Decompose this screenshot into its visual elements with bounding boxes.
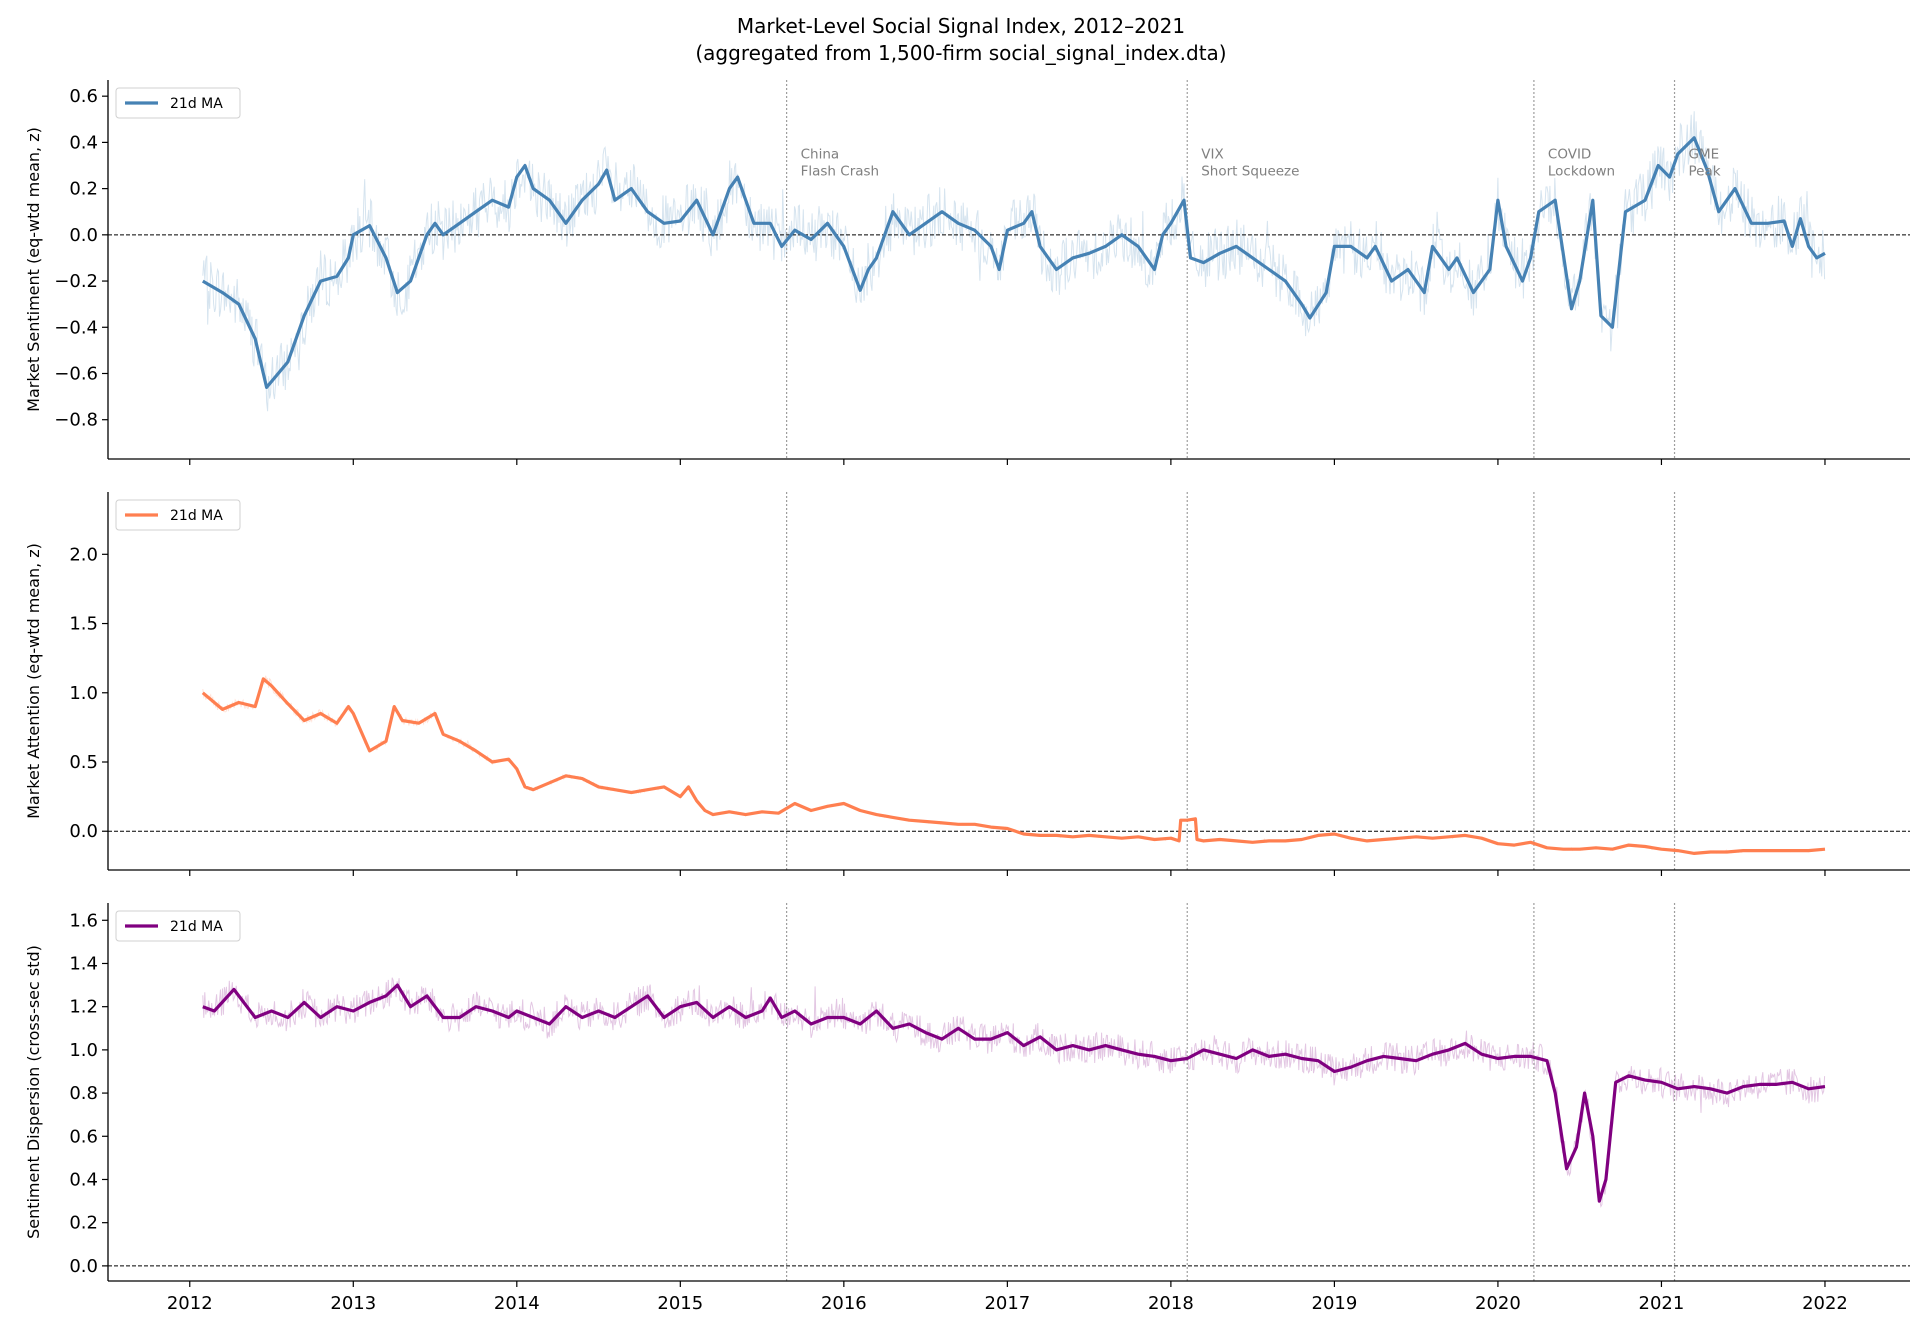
legend-label: 21d MA	[170, 508, 223, 524]
attention-raw-series	[202, 675, 1826, 855]
legend-frame	[115, 87, 241, 119]
x-tick-label: 2015	[657, 1293, 703, 1314]
y-tick-label: −0.6	[54, 363, 98, 384]
event-annotation: Flash Crash	[801, 164, 880, 180]
y-tick-label: 0.6	[69, 1126, 98, 1147]
chart-subtitle: (aggregated from 1,500-firm social_signa…	[695, 41, 1226, 65]
x-tick-label: 2018	[1148, 1293, 1194, 1314]
x-tick-label: 2021	[1639, 1293, 1685, 1314]
event-annotation: VIX	[1201, 147, 1223, 163]
dispersion-raw-series	[202, 977, 1826, 1208]
x-tick-label: 2019	[1312, 1293, 1358, 1314]
event-annotation: COVID	[1548, 147, 1591, 163]
y-tick-label: 2.0	[69, 544, 98, 565]
event-annotation: Peak	[1689, 164, 1721, 180]
y-tick-label: 0.8	[69, 1083, 98, 1104]
attention-ma-line	[201, 677, 1826, 855]
y-tick-label: 0.4	[69, 1169, 98, 1190]
y-tick-label: 0.4	[69, 132, 98, 153]
y-tick-label: 1.0	[69, 683, 98, 704]
y-tick-label: 0.6	[69, 86, 98, 107]
dispersion-panel: 0.0 0.2 0.4 0.6 0.8 1.0 1.2 1.4 1.6 2012 2013 2014 2…	[24, 903, 1910, 1314]
sentiment-raw-series	[202, 111, 1826, 412]
dispersion-legend: 21d MA	[115, 910, 241, 942]
x-tick-label: 2014	[494, 1293, 540, 1314]
panels: −0.8 −0.6 −0.4 −0.2 0.0 0.2 0.4 0.6 Market Senti…	[24, 80, 1910, 1314]
y-tick-label: −0.8	[54, 410, 98, 431]
event-annotation: China	[801, 147, 840, 163]
chart-title: Market-Level Social Signal Index, 2012–2…	[737, 14, 1185, 38]
legend-frame	[115, 499, 241, 531]
y-tick-label: 1.0	[69, 1040, 98, 1061]
legend-frame	[115, 910, 241, 942]
y-tick-label: 1.2	[69, 997, 98, 1018]
event-annotation: Short Squeeze	[1201, 164, 1299, 180]
attention-legend: 21d MA	[115, 499, 241, 531]
y-tick-label: 1.4	[69, 953, 98, 974]
y-tick-label: 0.2	[69, 1213, 98, 1234]
y-tick-label: 0.0	[69, 1256, 98, 1277]
x-tick-label: 2017	[984, 1293, 1030, 1314]
y-tick-label: 0.0	[69, 225, 98, 246]
attention-y-axis-label: Market Attention (eq-wtd mean, z)	[24, 543, 43, 819]
y-tick-label: 0.0	[69, 821, 98, 842]
x-tick-label: 2016	[821, 1293, 867, 1314]
x-tick-label: 2012	[167, 1293, 213, 1314]
y-tick-label: 1.5	[69, 614, 98, 635]
sentiment-y-axis-label: Market Sentiment (eq-wtd mean, z)	[24, 127, 43, 412]
y-tick-label: 0.5	[69, 752, 98, 773]
attention-panel: 0.0 0.5 1.0 1.5 2.0 Market Attention (eq-wtd …	[24, 492, 1910, 876]
legend-label: 21d MA	[170, 96, 223, 112]
sentiment-panel: −0.8 −0.6 −0.4 −0.2 0.0 0.2 0.4 0.6 Market Senti…	[24, 80, 1910, 465]
dispersion-y-axis-label: Sentiment Dispersion (cross-sec std)	[24, 945, 43, 1239]
dispersion-ma-line	[202, 983, 1826, 1203]
y-tick-label: −0.2	[54, 271, 98, 292]
y-tick-label: 1.6	[69, 910, 98, 931]
sentiment-legend: 21d MA	[115, 87, 241, 119]
event-annotation: GME	[1689, 147, 1720, 163]
y-tick-label: 0.2	[69, 179, 98, 200]
x-tick-label: 2020	[1475, 1293, 1521, 1314]
x-tick-label: 2022	[1802, 1293, 1848, 1314]
y-tick-label: −0.4	[54, 317, 98, 338]
sentiment-ma-line	[201, 136, 1826, 389]
x-tick-label: 2013	[330, 1293, 376, 1314]
legend-label: 21d MA	[170, 919, 223, 935]
event-annotation: Lockdown	[1548, 164, 1615, 180]
